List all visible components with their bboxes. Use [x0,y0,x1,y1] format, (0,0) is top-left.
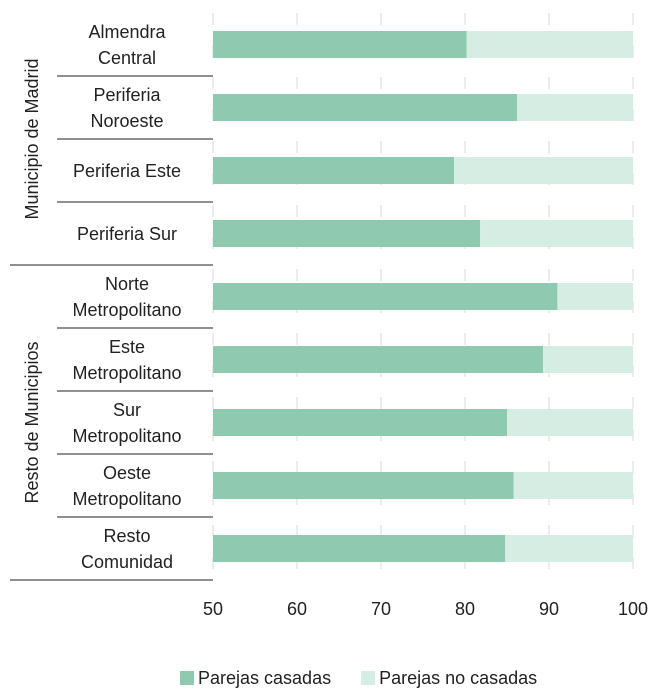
y-tick-label: Periferia Sur [76,223,178,244]
x-tick-label: 80 [455,599,475,619]
bar-segment [213,31,467,58]
y-tick-label: Norte Metropolitano [72,273,182,320]
x-tick-label: 100 [618,599,648,619]
y-tick-label: Periferia Este [72,160,182,181]
bar-segment [454,157,633,184]
bar-segment [480,220,633,247]
x-tick-label: 60 [287,599,307,619]
bar-segment [507,409,633,436]
bar-segment [543,346,633,373]
legend-swatch [180,671,194,685]
bar-segment [505,535,633,562]
bar-segment [213,94,518,121]
y-tick-label: Resto Comunidad [80,525,174,572]
bar-segment [213,409,507,436]
y-tick-label: Periferia Noroeste [90,84,164,131]
y-tick-label: Sur Metropolitano [72,399,182,446]
x-tick-label: 70 [371,599,391,619]
bar-segment [513,472,633,499]
y-tick-label: Oeste Metropolitano [72,462,182,509]
group-label: Municipio de Madrid [22,58,42,219]
x-tick-label: 50 [203,599,223,619]
bar-segment [466,31,633,58]
bar-segment [213,220,481,247]
legend-swatch [361,671,376,685]
legend-label: Parejas casadas [198,668,331,688]
bar-segment [213,535,506,562]
bar-segment [517,94,633,121]
y-tick-label: Almendra Central [88,21,166,68]
bar-segment [557,283,633,310]
y-tick-label: Este Metropolitano [72,336,182,383]
legend-label: Parejas no casadas [379,668,537,688]
bar-segment [213,472,514,499]
x-tick-label: 90 [539,599,559,619]
bar-segment [213,283,558,310]
group-label: Resto de Municipios [22,341,42,503]
bar-segment [213,346,544,373]
bar-segment [213,157,455,184]
